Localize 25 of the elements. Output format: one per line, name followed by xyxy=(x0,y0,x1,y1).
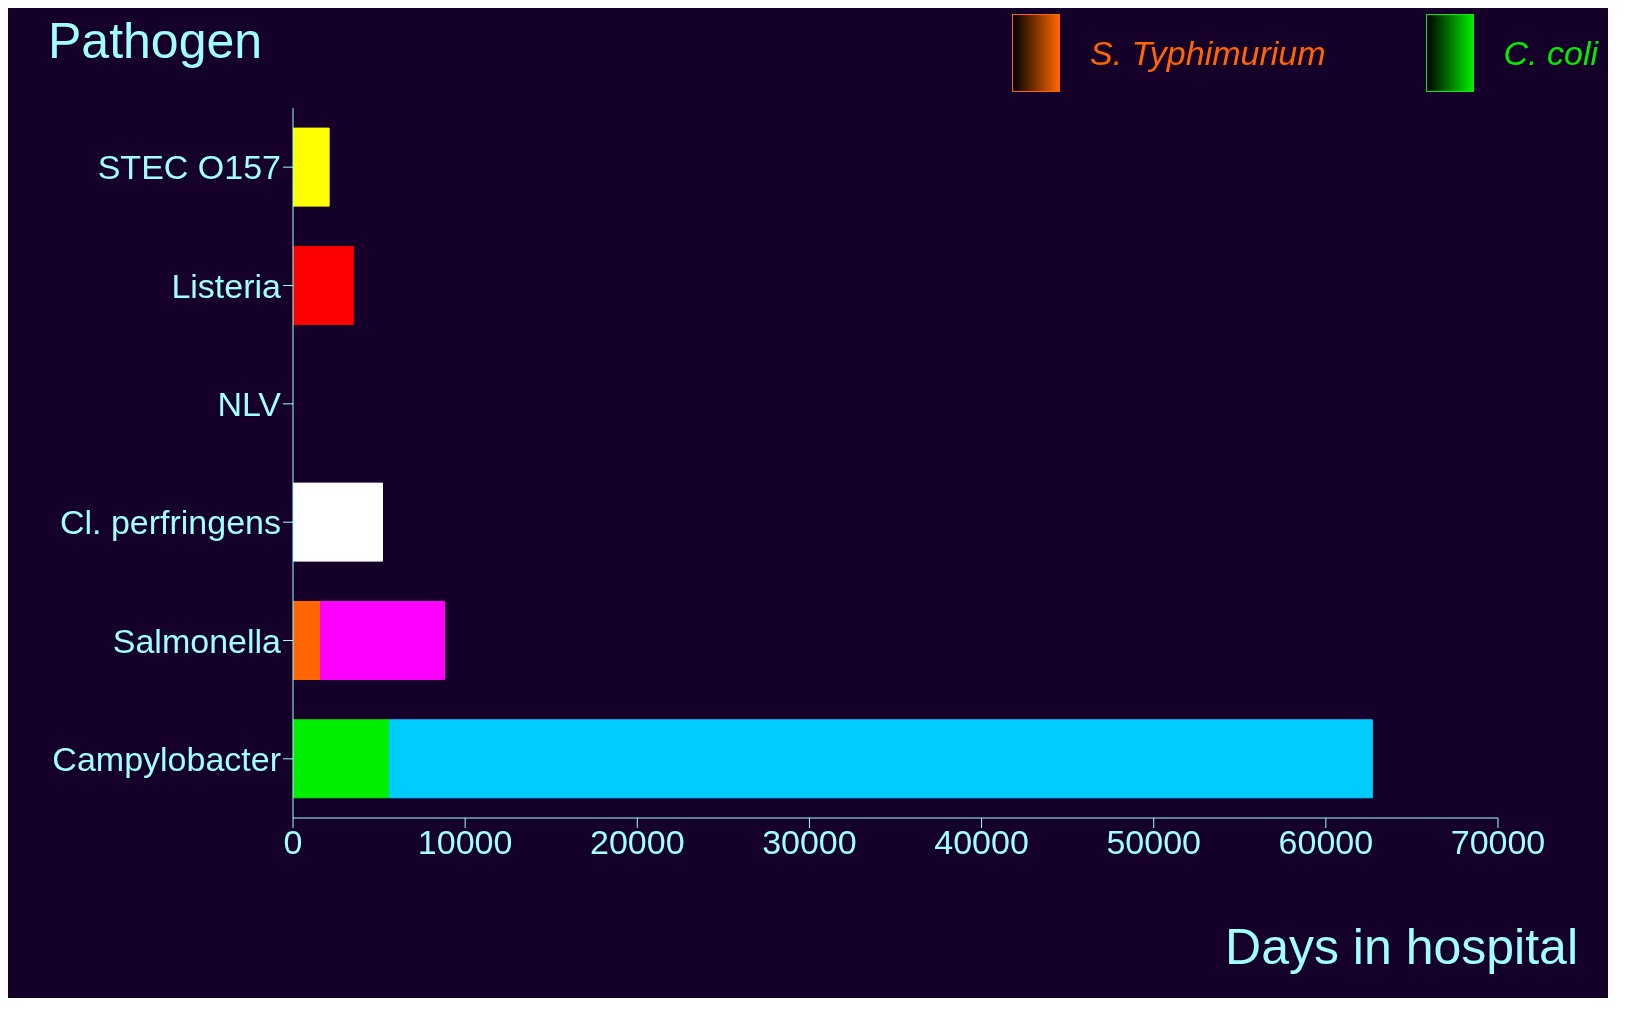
x-tick-label: 50000 xyxy=(1106,823,1201,862)
x-tick-label: 0 xyxy=(283,823,303,862)
y-axis-title: Pathogen xyxy=(48,12,263,70)
y-tick-label: STEC O157 xyxy=(97,148,281,187)
bar xyxy=(293,719,390,799)
x-tick-label: 70000 xyxy=(1450,823,1546,862)
bar xyxy=(293,245,354,325)
bar xyxy=(320,600,445,680)
x-tick-label: 20000 xyxy=(590,823,685,862)
bar xyxy=(293,600,322,680)
y-tick-label: Salmonella xyxy=(112,621,282,660)
y-tick-label: Campylobacter xyxy=(52,739,281,778)
y-tick-label: Listeria xyxy=(171,266,282,305)
bar xyxy=(293,127,330,207)
bar xyxy=(293,482,384,562)
x-tick-label: 30000 xyxy=(762,823,857,862)
legend-label: S. Typhimurium xyxy=(1090,33,1326,73)
y-tick-label: Cl. perfringens xyxy=(59,503,281,542)
bar xyxy=(388,719,1373,799)
x-axis-title: Days in hospital xyxy=(1225,918,1578,976)
x-tick-label: 60000 xyxy=(1278,823,1374,862)
x-tick-label: 10000 xyxy=(417,823,513,862)
legend-label: C. coli xyxy=(1503,33,1598,73)
y-tick-label: NLV xyxy=(217,384,282,423)
x-tick-label: 40000 xyxy=(934,823,1029,862)
